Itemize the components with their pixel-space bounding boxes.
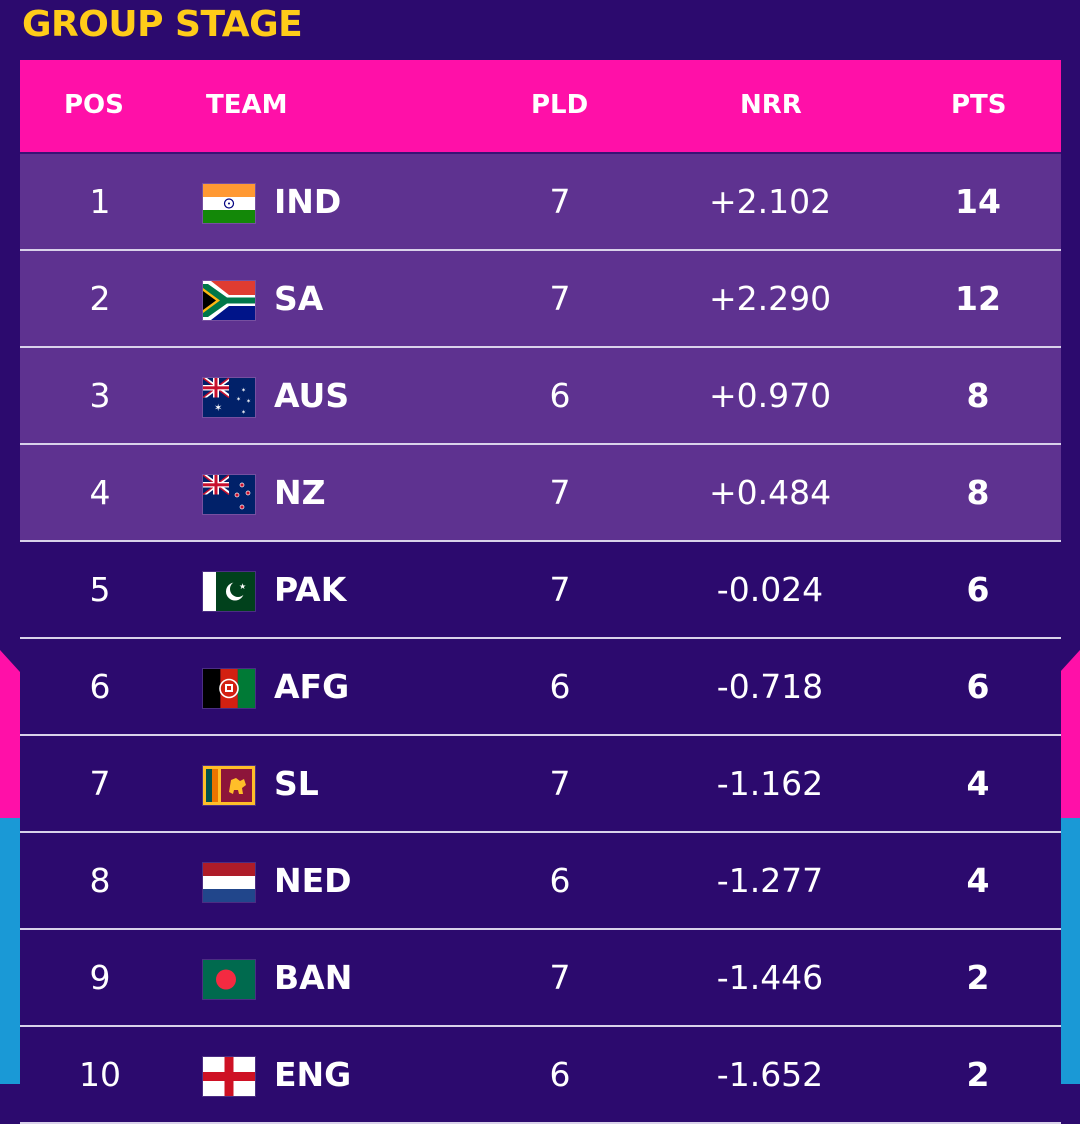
row-team: NED <box>274 861 352 900</box>
south-africa-flag-icon <box>202 280 256 321</box>
row-points: 2 <box>966 1055 990 1094</box>
row-position: 8 <box>89 861 111 900</box>
india-flag-icon <box>202 183 256 224</box>
header-pts: PTS <box>951 90 1007 120</box>
row-net-run-rate: -0.718 <box>716 667 824 706</box>
row-points: 6 <box>966 667 990 706</box>
svg-text:★: ★ <box>239 582 246 591</box>
page-title: GROUP STAGE <box>22 4 303 45</box>
header-pld: PLD <box>531 90 589 120</box>
row-played: 7 <box>549 570 571 609</box>
left-accent-pink <box>0 650 20 818</box>
australia-flag-icon: ✶ ✶ ✶ ✶ ✶ <box>202 377 256 418</box>
standings-table: POS TEAM PLD NRR PTS 1 IND 7 +2.102 14 2 SA 7 +2… <box>20 60 1061 1124</box>
right-accent-pink <box>1060 650 1080 818</box>
right-accent-blue <box>1060 818 1080 1084</box>
row-net-run-rate: +2.102 <box>708 182 832 221</box>
row-team: BAN <box>274 958 353 997</box>
table-row: 5 ★ PAK 7 -0.024 6 <box>20 542 1061 639</box>
table-row: 2 SA 7 +2.290 12 <box>20 251 1061 348</box>
svg-text:✶: ✶ <box>241 409 246 416</box>
row-net-run-rate: -1.652 <box>716 1055 824 1094</box>
table-row: 4 NZ 7 +0.484 8 <box>20 445 1061 542</box>
row-net-run-rate: -1.446 <box>716 958 824 997</box>
row-points: 4 <box>966 861 990 900</box>
new-zealand-flag-icon <box>202 474 256 515</box>
row-team: SA <box>274 279 324 318</box>
row-team: SL <box>274 764 319 803</box>
row-net-run-rate: -1.162 <box>716 764 824 803</box>
left-accent-blue <box>0 818 20 1084</box>
row-played: 7 <box>549 279 571 318</box>
row-points: 14 <box>955 182 1001 221</box>
row-played: 7 <box>549 958 571 997</box>
table-row: 7 SL 7 -1.162 4 <box>20 736 1061 833</box>
row-net-run-rate: +0.484 <box>708 473 832 512</box>
row-team: IND <box>274 182 342 221</box>
netherlands-flag-icon <box>202 862 256 903</box>
row-position: 4 <box>89 473 111 512</box>
england-flag-icon <box>202 1056 256 1097</box>
row-team: ENG <box>274 1055 352 1094</box>
row-played: 6 <box>549 376 571 415</box>
svg-text:✶: ✶ <box>241 387 246 394</box>
row-points: 8 <box>966 473 990 512</box>
row-net-run-rate: -0.024 <box>716 570 824 609</box>
row-position: 2 <box>89 279 111 318</box>
header-pos: POS <box>64 90 124 120</box>
svg-text:✶: ✶ <box>236 396 241 403</box>
row-points: 2 <box>966 958 990 997</box>
svg-text:✶: ✶ <box>246 398 251 405</box>
row-points: 12 <box>955 279 1001 318</box>
row-position: 5 <box>89 570 111 609</box>
row-points: 6 <box>966 570 990 609</box>
header-team: TEAM <box>206 90 288 120</box>
row-team: NZ <box>274 473 326 512</box>
row-played: 6 <box>549 861 571 900</box>
pakistan-flag-icon: ★ <box>202 571 256 612</box>
row-played: 7 <box>549 473 571 512</box>
table-row: 10 ENG 6 -1.652 2 <box>20 1027 1061 1124</box>
sri-lanka-flag-icon <box>202 765 256 806</box>
table-row: 6 AFG 6 -0.718 6 <box>20 639 1061 736</box>
row-position: 9 <box>89 958 111 997</box>
row-points: 4 <box>966 764 990 803</box>
row-played: 6 <box>549 667 571 706</box>
row-net-run-rate: -1.277 <box>716 861 824 900</box>
row-played: 6 <box>549 1055 571 1094</box>
table-header: POS TEAM PLD NRR PTS <box>20 60 1061 154</box>
table-row: 9 BAN 7 -1.446 2 <box>20 930 1061 1027</box>
table-body: 1 IND 7 +2.102 14 2 SA 7 +2.290 12 3 ✶ ✶ ✶ ✶ ✶ AUS 6 +0.97… <box>20 154 1061 1124</box>
svg-text:✶: ✶ <box>214 403 222 414</box>
row-position: 10 <box>79 1055 121 1094</box>
table-row: 1 IND 7 +2.102 14 <box>20 154 1061 251</box>
bangladesh-flag-icon <box>202 959 256 1000</box>
row-points: 8 <box>966 376 990 415</box>
row-net-run-rate: +2.290 <box>708 279 832 318</box>
row-team: AFG <box>274 667 350 706</box>
row-position: 6 <box>89 667 111 706</box>
row-played: 7 <box>549 182 571 221</box>
row-played: 7 <box>549 764 571 803</box>
row-position: 1 <box>89 182 111 221</box>
row-team: PAK <box>274 570 347 609</box>
header-nrr: NRR <box>740 90 802 120</box>
row-team: AUS <box>274 376 350 415</box>
afghanistan-flag-icon <box>202 668 256 709</box>
table-row: 3 ✶ ✶ ✶ ✶ ✶ AUS 6 +0.970 8 <box>20 348 1061 445</box>
row-position: 7 <box>89 764 111 803</box>
row-position: 3 <box>89 376 111 415</box>
row-net-run-rate: +0.970 <box>708 376 832 415</box>
table-row: 8 NED 6 -1.277 4 <box>20 833 1061 930</box>
